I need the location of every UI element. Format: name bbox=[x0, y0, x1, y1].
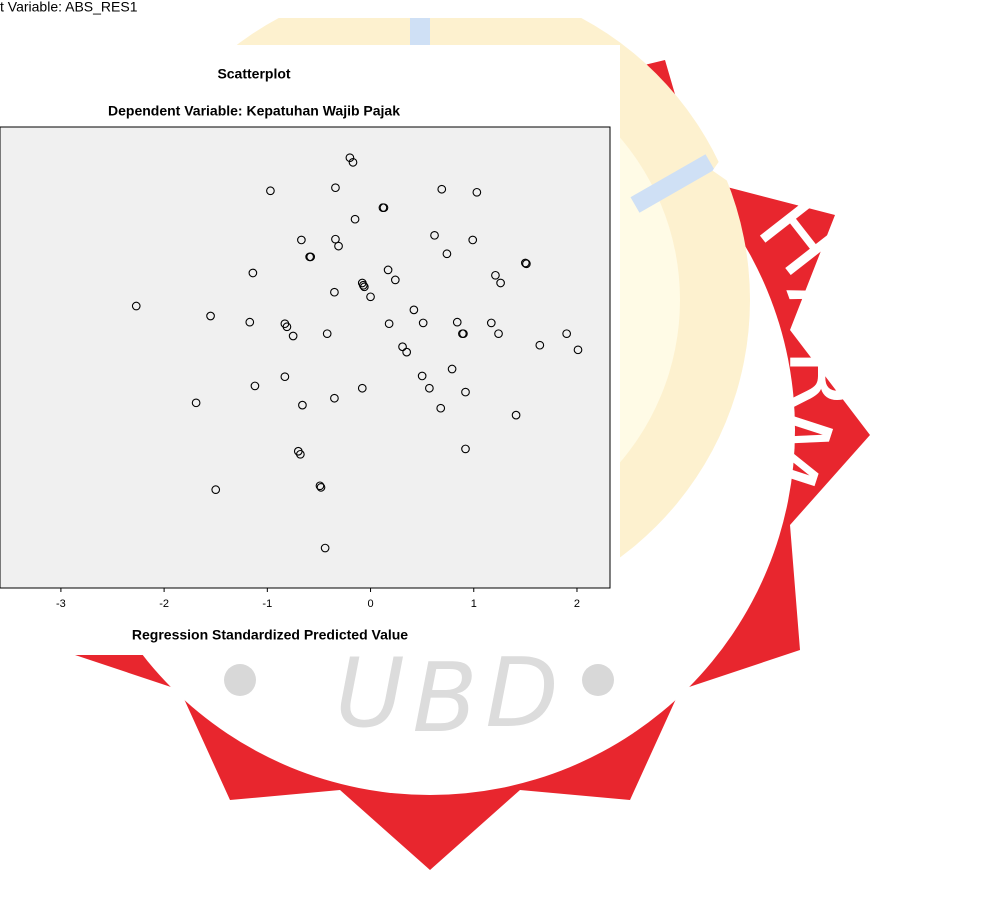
watermark-letter: R bbox=[768, 349, 873, 412]
watermark-dot bbox=[582, 664, 614, 696]
watermark-letter: U bbox=[335, 639, 405, 749]
chart-title: Scatterplot bbox=[217, 66, 290, 82]
plot-area bbox=[0, 127, 610, 588]
page: {"header_text": "t Variable: ABS_RES1", … bbox=[0, 0, 985, 899]
x-tick-label: 2 bbox=[574, 598, 580, 610]
x-tick-label: -2 bbox=[159, 598, 169, 610]
watermark-dot bbox=[224, 664, 256, 696]
x-tick-label: 0 bbox=[367, 598, 373, 610]
header-text: t Variable: ABS_RES1 bbox=[0, 0, 138, 15]
x-axis-label: Regression Standardized Predicted Value bbox=[132, 627, 408, 643]
x-tick-label: 1 bbox=[471, 598, 477, 610]
x-tick-label: -1 bbox=[262, 598, 272, 610]
watermark-letter: B bbox=[412, 644, 477, 754]
watermark-letter: D bbox=[485, 639, 558, 749]
x-tick-label: -3 bbox=[56, 598, 66, 610]
chart-subtitle: Dependent Variable: Kepatuhan Wajib Paja… bbox=[108, 103, 400, 119]
screenshot: D H A R M A U B D t Variable: ABS_RES1 S… bbox=[0, 0, 985, 899]
